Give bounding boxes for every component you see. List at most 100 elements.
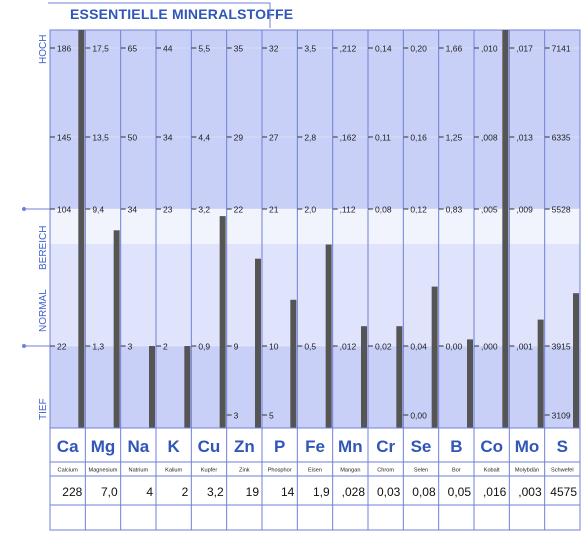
tick-label: ,212: [340, 44, 357, 54]
element-name: Phosphor: [268, 468, 292, 474]
tick-label: 1,66: [446, 44, 463, 54]
tick-label: 0,12: [410, 205, 427, 215]
tick-label: 5528: [552, 205, 571, 215]
bar-p: [290, 299, 297, 428]
element-name: Eisen: [308, 468, 322, 474]
tick-label: 0,11: [375, 133, 391, 143]
tick-label: 32: [269, 44, 279, 54]
measured-value: 2: [182, 485, 189, 499]
bar-se: [431, 286, 438, 428]
bar-mo: [537, 319, 544, 428]
element-symbol: Mn: [338, 437, 363, 456]
tick-label: 1,25: [446, 133, 463, 143]
tick-label: ,000: [481, 342, 498, 352]
tick-label: 0,5: [304, 342, 316, 352]
tick-label: 3,2: [198, 205, 210, 215]
measured-value: 0,03: [377, 485, 401, 499]
element-symbol: Zn: [234, 437, 255, 456]
tick-label: ,013: [516, 133, 533, 143]
element-symbol: S: [557, 437, 568, 456]
table-area: [50, 428, 580, 530]
tick-label: ,008: [481, 133, 498, 143]
tick-label: 17,5: [92, 44, 109, 54]
measured-value: 14: [281, 485, 295, 499]
element-name: Mangan: [340, 468, 360, 474]
band-upper-normal: [50, 209, 580, 244]
tick-label: 50: [128, 133, 138, 143]
tick-label: 186: [57, 44, 71, 54]
tick-label: ,162: [340, 133, 357, 143]
tick-label: 6335: [552, 133, 571, 143]
element-symbol: Se: [411, 437, 432, 456]
side-label-range: BEREICH: [38, 226, 49, 270]
measured-value: ,028: [342, 485, 366, 499]
tick-label: ,012: [340, 342, 357, 352]
tick-label: 29: [234, 133, 244, 143]
tick-label: ,010: [481, 44, 498, 54]
tick-label: 44: [163, 44, 173, 54]
tick-label: 23: [163, 205, 173, 215]
tick-label: 0,16: [410, 133, 427, 143]
band-high: [50, 30, 580, 209]
element-name: Molybdän: [515, 468, 539, 474]
tick-label: ,009: [516, 205, 533, 215]
measured-value: 0,08: [412, 485, 436, 499]
tick-label: 3109: [552, 411, 571, 421]
measured-value: 19: [246, 485, 260, 499]
tick-label: 0,04: [410, 342, 427, 352]
tick-label: 35: [234, 44, 244, 54]
tick-label: 145: [57, 133, 71, 143]
element-name: Bor: [452, 468, 461, 474]
element-symbol: Fe: [305, 437, 325, 456]
measured-value: 4: [146, 485, 153, 499]
tick-label: 2: [163, 342, 168, 352]
tick-label: 5,5: [198, 44, 210, 54]
tick-label: 65: [128, 44, 138, 54]
tick-label: ,001: [516, 342, 533, 352]
tick-label: ,005: [481, 205, 498, 215]
element-symbol: Mo: [515, 437, 540, 456]
tick-label: 104: [57, 205, 71, 215]
bar-k: [184, 346, 191, 428]
tick-label: 7141: [552, 44, 571, 54]
tick-label: 1,3: [92, 342, 104, 352]
tick-label: 34: [163, 133, 173, 143]
tick-label: 13,5: [92, 133, 109, 143]
element-name: Kobalt: [484, 468, 500, 474]
measured-value: 228: [62, 485, 82, 499]
tick-label: 3915: [552, 342, 571, 352]
tick-label: 3: [234, 411, 239, 421]
level-dot: [22, 344, 26, 348]
side-label-high: HOCH: [38, 35, 49, 64]
bar-fe: [325, 244, 332, 428]
element-name: Schwefel: [551, 468, 574, 474]
element-name: Calcium: [58, 468, 79, 474]
tick-label: 4,4: [198, 133, 210, 143]
tick-label: 22: [57, 342, 67, 352]
tick-label: 0,02: [375, 342, 392, 352]
bar-ca: [78, 30, 85, 428]
tick-label: 3: [128, 342, 133, 352]
tick-label: ,112: [340, 205, 356, 215]
measured-value: 4575: [550, 485, 577, 499]
tick-label: 5: [269, 411, 274, 421]
bar-na: [149, 346, 155, 428]
element-name: Natrium: [129, 468, 149, 474]
tick-label: 34: [128, 205, 138, 215]
side-label-normal: NORMAL: [38, 289, 49, 332]
tick-label: 0,83: [446, 205, 463, 215]
tick-label: 9,4: [92, 205, 104, 215]
tick-label: 27: [269, 133, 279, 143]
bar-s: [573, 293, 579, 428]
element-symbol: Na: [127, 437, 149, 456]
measured-value: 7,0: [101, 485, 118, 499]
tick-label: 0,00: [446, 342, 463, 352]
tick-label: 0,08: [375, 205, 392, 215]
title-frame: [48, 2, 271, 28]
bar-cr: [396, 326, 403, 428]
tick-label: ,017: [516, 44, 533, 54]
element-symbol: Cu: [198, 437, 221, 456]
side-label-low: TIEF: [38, 398, 49, 420]
